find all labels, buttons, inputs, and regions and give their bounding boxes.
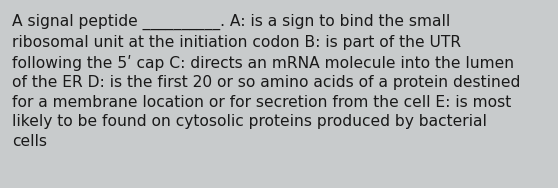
Text: A signal peptide __________. A: is a sign to bind the small
ribosomal unit at th: A signal peptide __________. A: is a sig… xyxy=(12,14,521,149)
